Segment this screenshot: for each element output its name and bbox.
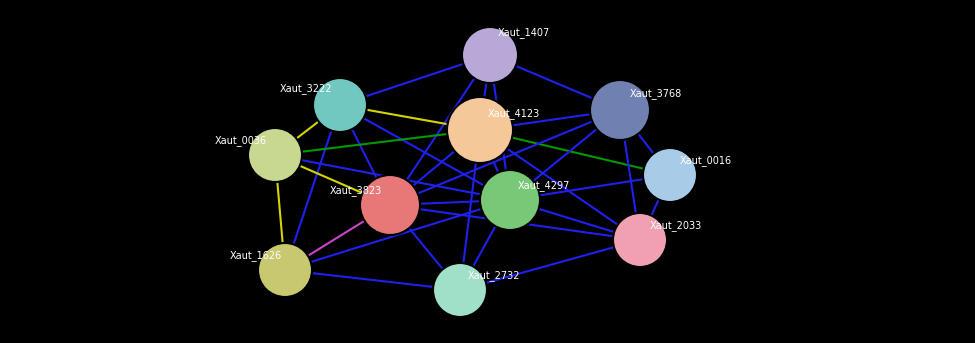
Text: Xaut_3768: Xaut_3768 xyxy=(630,88,682,99)
Text: Xaut_0036: Xaut_0036 xyxy=(215,135,267,146)
Text: Xaut_1407: Xaut_1407 xyxy=(498,27,550,38)
Text: Xaut_2033: Xaut_2033 xyxy=(650,220,702,231)
Ellipse shape xyxy=(462,27,518,83)
Ellipse shape xyxy=(360,175,420,235)
Ellipse shape xyxy=(258,243,312,297)
Ellipse shape xyxy=(447,97,513,163)
Ellipse shape xyxy=(248,128,302,182)
Text: Xaut_4123: Xaut_4123 xyxy=(488,108,540,119)
Ellipse shape xyxy=(433,263,487,317)
Ellipse shape xyxy=(590,80,650,140)
Ellipse shape xyxy=(480,170,540,230)
Text: Xaut_0016: Xaut_0016 xyxy=(680,155,732,166)
Ellipse shape xyxy=(613,213,667,267)
Ellipse shape xyxy=(643,148,697,202)
Text: Xaut_3823: Xaut_3823 xyxy=(330,185,382,196)
Text: Xaut_4297: Xaut_4297 xyxy=(518,180,570,191)
Ellipse shape xyxy=(313,78,367,132)
Text: Xaut_1626: Xaut_1626 xyxy=(230,250,282,261)
Text: Xaut_2732: Xaut_2732 xyxy=(468,270,521,281)
Text: Xaut_3222: Xaut_3222 xyxy=(280,83,332,94)
